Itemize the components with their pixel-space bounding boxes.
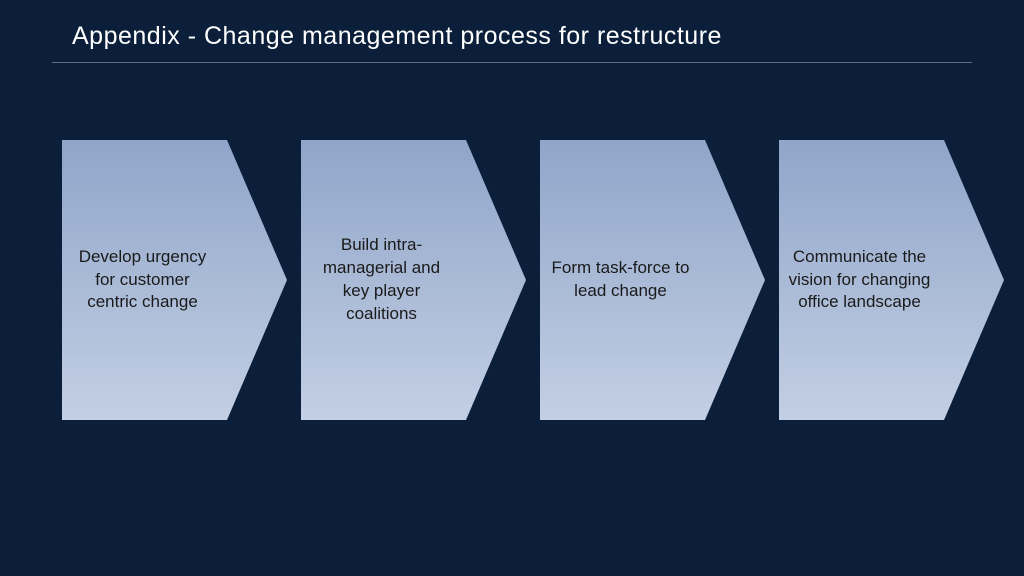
process-step-label: Form task-force to lead change [540,140,705,420]
process-step: Communicate the vision for changing offi… [779,140,1004,420]
slide-title: Appendix - Change management process for… [72,22,722,51]
title-divider [52,62,972,63]
process-step: Build intra-managerial and key player co… [301,140,526,420]
process-step-label: Develop urgency for customer centric cha… [62,140,227,420]
process-step-label: Communicate the vision for changing offi… [779,140,944,420]
slide: Appendix - Change management process for… [0,0,1024,576]
process-flow: Develop urgency for customer centric cha… [62,140,982,420]
process-step: Develop urgency for customer centric cha… [62,140,287,420]
process-step: Form task-force to lead change [540,140,765,420]
process-step-label: Build intra-managerial and key player co… [301,140,466,420]
